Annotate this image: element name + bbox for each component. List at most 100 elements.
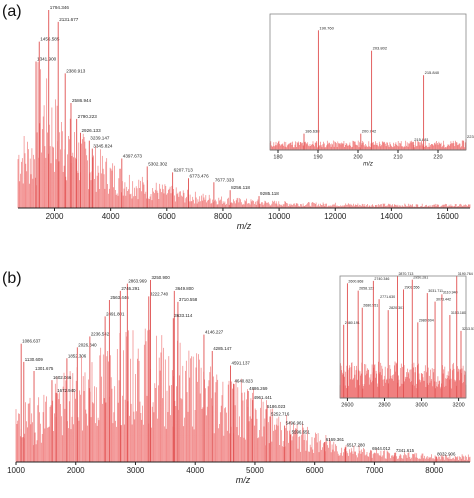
peak-label-14: 3153.180 [451,311,466,315]
x-tick-label: 200 [353,155,362,161]
peak-label-21: 4886.269 [249,386,268,391]
panel-a-main-plot: 1341.900 1456.585 1794.346 2131.677 2380.913… [17,5,471,231]
peak-label-19: 4591.137 [232,361,251,366]
peak-label-17: 4146.227 [205,330,224,335]
spectrum-trace [17,62,471,208]
x-tick-label: 3000 [127,466,145,475]
peak-label-27: 6169.361 [326,437,345,442]
peak-label-3: 2131.677 [59,17,79,22]
spectrum-trace [269,140,467,150]
peak-label-2: 2658.123 [359,287,374,291]
x-tick-label: 3200 [452,403,464,409]
peak-label-2: 1794.346 [50,5,70,10]
peak-label-8: 3239.147 [90,136,110,141]
x-tick-label: 6000 [158,212,176,221]
peak-label-4: 215.881 [414,137,429,142]
peak-label-0: 2580.191 [345,321,360,325]
x-tick-label: 220 [433,155,442,161]
peak-label-28: 6517.280 [347,442,366,447]
x-tick-label: 210 [393,155,402,161]
panel-a: (a) 1341.900 1456.585 1794.346 2131.677 2380… [2,3,474,231]
peak-label-15: 3710.558 [179,297,198,302]
peak-label-6: 2026.340 [78,342,97,347]
peak-label-0: 1341.900 [37,56,57,61]
peak-label-6: 223.014 [467,134,474,139]
peak-label-10: 2980.004 [419,318,434,322]
peak-label-16: 9285.118 [260,191,279,196]
peak-label-13: 6773.476 [190,173,210,178]
peak-label-26: 5596.651 [292,430,311,435]
peak-label-7: 2870.713 [398,272,413,276]
spectrum-trace [15,328,471,462]
peak-label-4: 2740.346 [374,277,389,281]
peak-label-18: 4285.147 [213,346,232,351]
inset-frame [269,13,467,151]
peak-label-0: 186.638 [305,129,320,134]
peak-label-20: 4640.823 [234,379,253,384]
x-tick-label: 4000 [186,466,204,475]
x-tick-label: 8000 [214,212,232,221]
peak-label-8: 2491.801 [106,311,125,316]
peak-label-14: 7677.333 [215,177,235,182]
peak-label-13: 3110.940 [443,290,458,294]
panel-b-inset-plot: 2580.191 2600.868 2658.123 2680.551 2740.346… [339,272,474,409]
panel-a-label: (a) [2,3,22,20]
peak-label-2: 200.742 [362,129,377,134]
peak-label-9: 3345.824 [93,144,113,149]
x-tick-label: 14000 [380,212,403,221]
peak-label-6: 2790.223 [78,114,98,119]
x-tick-label: 2800 [378,403,390,409]
x-axis-label: m/z [237,221,252,231]
peak-label-3: 1602.056 [53,375,72,380]
x-tick-label: 3000 [415,403,427,409]
x-tick-label: 5000 [246,466,264,475]
peak-label-10: 4397.673 [123,154,143,159]
peak-label-9: 2950.281 [413,276,428,280]
peak-label-3: 2680.551 [363,304,378,308]
x-tick-label: 190 [313,155,322,161]
peak-label-2: 1301.675 [35,366,54,371]
peak-label-11: 5302.302 [148,161,168,166]
x-tick-label: 2600 [341,403,353,409]
x-axis-label: m/z [236,475,251,485]
x-tick-label: 12000 [324,212,347,221]
peak-label-11: 2746.291 [121,286,140,291]
x-tick-label: 180 [273,155,282,161]
peak-label-24: 5252.716 [271,412,290,417]
x-tick-label: 1000 [7,466,25,475]
peak-label-16: 3633.114 [174,313,193,318]
peak-label-1: 2600.868 [348,279,363,283]
peak-label-6: 2820.301 [389,306,404,310]
x-axis-label: m/z [363,162,373,168]
peak-label-13: 3250.900 [151,275,170,280]
peak-label-5: 2771.630 [380,295,395,299]
peak-label-12: 6207.713 [174,167,194,172]
peak-label-22: 4961.441 [254,395,273,400]
panel-a-inset-plot: 186.638 190.760 200.742 203.802 215.881 215.8… [269,13,474,168]
peak-label-25: 5496.961 [286,421,305,426]
x-tick-label: 10000 [268,212,291,221]
spectrum-trace [339,361,467,398]
peak-label-11: 3031.711 [428,289,443,293]
x-tick-label: 2000 [46,212,64,221]
peak-label-4: 2380.913 [66,68,86,73]
peak-label-15: 8256.118 [231,185,250,190]
peak-label-7: 2236.542 [91,331,110,336]
panel-b-label: (b) [2,270,22,287]
peak-label-0: 1086.637 [22,339,41,344]
peak-label-15: 3190.764 [458,272,473,276]
peak-label-14: 3649.800 [175,286,194,291]
peak-label-3: 203.802 [373,46,388,51]
x-tick-label: 8000 [425,466,443,475]
x-tick-label: 4000 [102,212,120,221]
peak-label-5: 215.840 [425,70,440,75]
x-tick-label: 7000 [366,466,384,475]
peak-label-23: 5186.023 [267,404,286,409]
peak-label-31: 8032.906 [437,452,456,457]
peak-label-10: 2863.969 [128,279,147,284]
x-tick-label: 6000 [306,466,324,475]
peak-label-9: 2563.446 [110,295,129,300]
peak-label-1: 190.760 [319,25,334,30]
peak-label-1: 1456.585 [40,37,60,42]
